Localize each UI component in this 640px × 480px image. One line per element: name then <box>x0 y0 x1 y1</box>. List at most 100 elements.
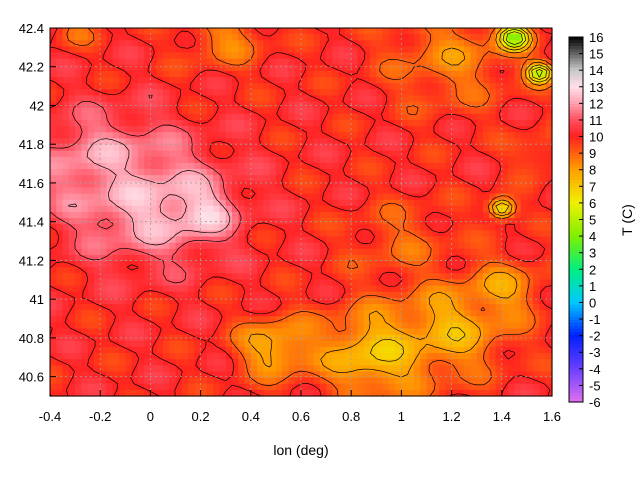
heatmap-cell <box>351 193 359 201</box>
heatmap-cell <box>257 383 264 391</box>
heatmap-cell <box>495 212 503 219</box>
heatmap-cell <box>87 353 95 360</box>
heatmap-cell <box>93 181 101 189</box>
heatmap-cell <box>307 377 315 385</box>
heatmap-cell <box>56 316 64 323</box>
heatmap-cell <box>68 340 76 348</box>
heatmap-cell <box>363 113 371 121</box>
heatmap-cell <box>420 83 428 90</box>
heatmap-cell <box>282 383 290 391</box>
heatmap-cell <box>150 365 158 373</box>
heatmap-cell <box>206 162 214 170</box>
heatmap-cell <box>426 377 434 385</box>
heatmap-cell <box>206 224 214 231</box>
colorbar-segment <box>569 222 583 227</box>
heatmap-cell <box>156 353 164 360</box>
heatmap-cell <box>282 273 290 281</box>
heatmap-cell <box>407 175 415 182</box>
heatmap-cell <box>313 248 321 256</box>
heatmap-cell <box>56 150 64 158</box>
heatmap-cell <box>169 187 177 195</box>
heatmap-cell <box>288 193 296 201</box>
heatmap-cell <box>319 316 327 323</box>
heatmap-cell <box>307 236 315 244</box>
heatmap-cell <box>332 120 340 127</box>
heatmap-cell <box>451 199 459 207</box>
heatmap-cell <box>326 254 333 262</box>
heatmap-cell <box>50 365 57 373</box>
colorbar-segment <box>569 189 583 193</box>
heatmap-cell <box>326 383 333 391</box>
heatmap-cell <box>301 224 308 231</box>
heatmap-cell <box>162 224 170 231</box>
heatmap-cell <box>225 193 233 201</box>
heatmap-cell <box>332 144 340 152</box>
heatmap-cell <box>457 236 465 244</box>
heatmap-cell <box>338 107 346 115</box>
heatmap-cell <box>231 340 239 348</box>
heatmap-cell <box>194 144 202 152</box>
heatmap-cell <box>451 353 459 360</box>
x-tick-label: -0.4 <box>39 409 61 424</box>
heatmap-cell <box>407 138 415 146</box>
heatmap-cell <box>351 218 359 225</box>
heatmap-cell <box>144 34 152 41</box>
heatmap-cell <box>188 242 195 250</box>
heatmap-cell <box>301 383 308 391</box>
heatmap-cell <box>150 218 158 225</box>
heatmap-cell <box>501 340 509 348</box>
heatmap-cell <box>332 310 340 317</box>
heatmap-cell <box>162 365 170 373</box>
heatmap-cell <box>545 120 553 127</box>
heatmap-cell <box>413 383 421 391</box>
heatmap-cell <box>144 261 152 268</box>
heatmap-cell <box>395 34 403 41</box>
heatmap-cell <box>470 28 478 35</box>
heatmap-cell <box>112 261 120 268</box>
heatmap-cell <box>106 150 114 158</box>
heatmap-cell <box>508 120 515 127</box>
heatmap-cell <box>188 205 195 213</box>
heatmap-cell <box>219 334 227 342</box>
heatmap-cell <box>520 371 528 379</box>
heatmap-cell <box>162 353 170 360</box>
heatmap-cell <box>263 107 271 115</box>
heatmap-cell <box>81 205 89 213</box>
heatmap-cell <box>545 199 553 207</box>
heatmap-cell <box>56 236 64 244</box>
heatmap-cell <box>376 156 384 164</box>
heatmap-cell <box>545 261 553 268</box>
heatmap-cell <box>545 132 553 139</box>
heatmap-cell <box>81 248 89 256</box>
heatmap-cell <box>93 224 101 231</box>
heatmap-cell <box>388 365 396 373</box>
heatmap-cell <box>508 236 515 244</box>
heatmap-cell <box>413 162 421 170</box>
heatmap-cell <box>156 126 164 133</box>
heatmap-cell <box>68 199 76 207</box>
heatmap-cell <box>413 267 421 274</box>
heatmap-cell <box>501 193 509 201</box>
heatmap-cell <box>188 40 195 47</box>
heatmap-cell <box>388 101 396 109</box>
heatmap-cell <box>464 316 472 323</box>
heatmap-cell <box>439 353 446 360</box>
heatmap-cell <box>106 83 114 90</box>
heatmap-cell <box>470 138 478 146</box>
colorbar-segment <box>569 61 583 65</box>
heatmap-cell <box>363 199 371 207</box>
heatmap-cell <box>225 340 233 348</box>
heatmap-cell <box>508 175 515 182</box>
heatmap-cell <box>533 310 541 317</box>
heatmap-cell <box>451 40 459 47</box>
colorbar-segment <box>569 313 583 318</box>
heatmap-cell <box>426 138 434 146</box>
heatmap-cell <box>206 236 214 244</box>
heatmap-cell <box>68 169 76 176</box>
heatmap-cell <box>357 316 365 323</box>
heatmap-cell <box>395 328 403 336</box>
heatmap-cell <box>131 58 139 66</box>
heatmap-cell <box>282 113 290 121</box>
heatmap-cell <box>225 328 233 336</box>
heatmap-cell <box>112 389 120 397</box>
